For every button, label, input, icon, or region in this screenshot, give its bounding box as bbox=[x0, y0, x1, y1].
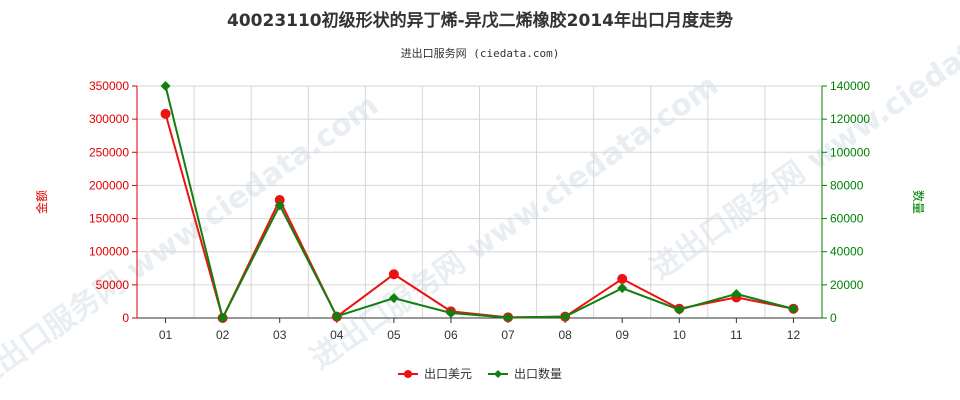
series-2-point bbox=[445, 308, 456, 319]
y-right-tick-label: 40000 bbox=[830, 245, 864, 259]
series-2-point bbox=[674, 304, 685, 315]
chart-title: 40023110初级形状的异丁烯-异戊二烯橡胶2014年出口月度走势 bbox=[227, 10, 733, 31]
watermark-text: 进出口服务网 www.ciedata.com bbox=[644, 0, 960, 287]
x-tick-label: 08 bbox=[558, 328, 572, 342]
series-1-point bbox=[274, 195, 285, 206]
y-right-tick-label: 0 bbox=[830, 311, 837, 325]
series-2-point bbox=[560, 311, 571, 322]
series-line-2 bbox=[164, 85, 794, 321]
x-tick-label: 07 bbox=[501, 328, 515, 342]
y-left-tick-label: 100000 bbox=[89, 245, 129, 259]
series-1-point bbox=[617, 273, 628, 284]
y-left-tick-label: 300000 bbox=[89, 112, 129, 126]
legend[interactable]: 出口美元 出口数量 bbox=[398, 366, 562, 381]
series-2-point bbox=[788, 303, 799, 314]
series-layer bbox=[160, 81, 799, 323]
y-left-tick-label: 150000 bbox=[89, 212, 129, 226]
series-1-point bbox=[388, 269, 399, 280]
y-right-tick-label: 80000 bbox=[830, 178, 864, 192]
x-tick-label: 02 bbox=[216, 328, 230, 342]
y-left-tick-label: 250000 bbox=[89, 145, 129, 159]
series-1-point bbox=[160, 108, 171, 119]
y-axis-left-label: 金额 bbox=[34, 190, 49, 214]
y-right-tick-label: 20000 bbox=[830, 278, 864, 292]
series-2-point bbox=[731, 288, 742, 299]
x-tick-label: 04 bbox=[330, 328, 344, 342]
legend-marker bbox=[404, 370, 412, 378]
x-tick-label: 09 bbox=[616, 328, 630, 342]
x-tick-label: 01 bbox=[159, 328, 173, 342]
series-2-point bbox=[388, 293, 399, 304]
chart-subtitle: 进出口服务网 (ciedata.com) bbox=[401, 46, 560, 60]
y-left-tick-label: 0 bbox=[122, 311, 129, 325]
y-right-tick-label: 60000 bbox=[830, 212, 864, 226]
x-tick-label: 06 bbox=[444, 328, 458, 342]
series-2-point bbox=[217, 313, 228, 323]
y-right-tick-label: 140000 bbox=[830, 79, 870, 93]
series-2-point bbox=[274, 200, 285, 211]
x-tick-label: 10 bbox=[673, 328, 687, 342]
y-left-tick-label: 50000 bbox=[96, 278, 130, 292]
grid bbox=[136, 85, 823, 319]
legend-item-2[interactable]: 出口数量 bbox=[488, 366, 562, 381]
series-2-point bbox=[617, 283, 628, 294]
series-2-point bbox=[331, 311, 342, 322]
y-right-tick-label: 100000 bbox=[830, 145, 870, 159]
axes: 0500001000001500002000002500003000003500… bbox=[89, 79, 870, 342]
y-left-tick-label: 350000 bbox=[89, 79, 129, 93]
y-axis-right-label: 数量 bbox=[911, 190, 926, 214]
legend-marker bbox=[494, 370, 502, 378]
legend-item-1[interactable]: 出口美元 bbox=[398, 367, 472, 381]
y-left-tick-label: 200000 bbox=[89, 178, 129, 192]
x-tick-label: 12 bbox=[787, 328, 801, 342]
x-tick-label: 03 bbox=[273, 328, 287, 342]
x-tick-label: 11 bbox=[730, 328, 743, 342]
y-right-tick-label: 120000 bbox=[830, 112, 870, 126]
legend-label: 出口美元 bbox=[424, 367, 472, 381]
legend-label: 出口数量 bbox=[514, 366, 562, 381]
series-2-point bbox=[160, 81, 171, 91]
series-2-point bbox=[503, 312, 514, 323]
x-tick-label: 05 bbox=[387, 328, 401, 342]
